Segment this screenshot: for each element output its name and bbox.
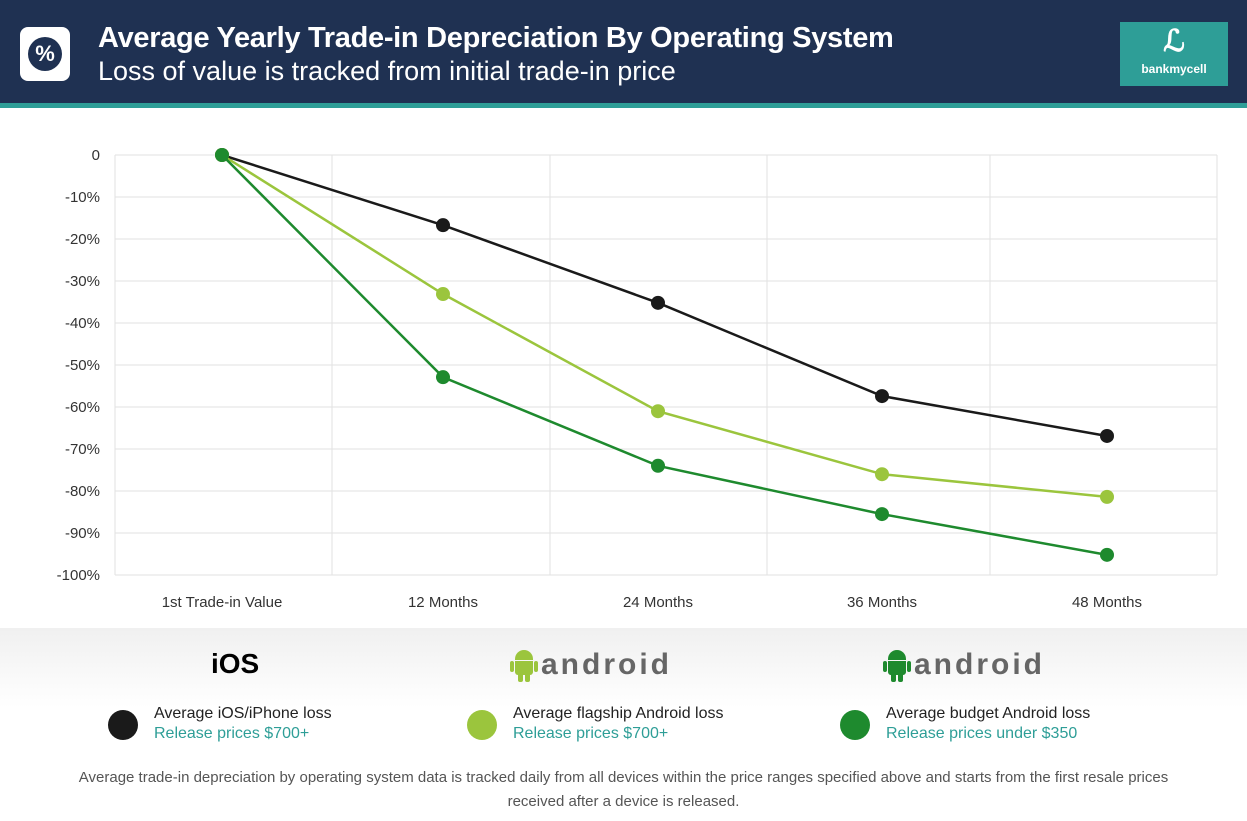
y-tick-label: -30% bbox=[65, 273, 100, 290]
legend-ios: Average iOS/iPhone loss Release prices $7… bbox=[108, 705, 332, 743]
percent-icon: % bbox=[20, 27, 70, 81]
footnote: Average trade-in depreciation by operati… bbox=[78, 769, 1169, 810]
data-point bbox=[436, 370, 450, 385]
legend-flagship-android: Average flagship Android loss Release pri… bbox=[467, 705, 724, 743]
data-point bbox=[875, 467, 889, 482]
data-point bbox=[651, 404, 665, 419]
x-tick-label: 24 Months bbox=[623, 594, 693, 611]
chart-title: Average Yearly Trade-in Depreciation By … bbox=[98, 22, 894, 54]
data-point bbox=[436, 218, 450, 233]
line-chart: 0 -10% -20% -30% -40% -50% -60% -70% -80% -90% -10… bbox=[57, 147, 1218, 611]
series-line bbox=[221, 153, 1108, 499]
legend-budget-android: Average budget Android loss Release price… bbox=[840, 705, 1090, 743]
data-point bbox=[651, 295, 665, 310]
data-point bbox=[436, 287, 450, 302]
os-ios: iOS bbox=[211, 648, 260, 679]
y-tick-label: -100% bbox=[57, 567, 100, 584]
data-point bbox=[1100, 428, 1114, 443]
y-tick-label: -60% bbox=[65, 399, 100, 416]
y-tick-label: 0 bbox=[92, 147, 100, 164]
data-point bbox=[875, 389, 889, 404]
y-tick-label: -10% bbox=[65, 189, 100, 206]
android-icon bbox=[883, 648, 911, 682]
data-point bbox=[1100, 489, 1114, 504]
os-android-flagship: android bbox=[510, 648, 672, 682]
y-tick-label: -80% bbox=[65, 483, 100, 500]
data-point bbox=[215, 148, 229, 162]
legend-band bbox=[0, 628, 1247, 708]
header-stripe bbox=[0, 103, 1247, 108]
android-icon bbox=[510, 648, 538, 682]
x-tick-label: 36 Months bbox=[847, 594, 917, 611]
x-tick-label: 1st Trade-in Value bbox=[162, 594, 283, 611]
series-line bbox=[221, 154, 1108, 557]
y-tick-label: -50% bbox=[65, 357, 100, 374]
y-tick-label: -20% bbox=[65, 231, 100, 248]
os-android-budget: android bbox=[883, 648, 1045, 682]
y-tick-label: -40% bbox=[65, 315, 100, 332]
header bbox=[0, 0, 1247, 103]
x-tick-label: 48 Months bbox=[1072, 594, 1142, 611]
x-tick-label: 12 Months bbox=[408, 594, 478, 611]
data-point bbox=[1100, 547, 1114, 562]
data-point bbox=[651, 458, 665, 473]
data-point bbox=[875, 507, 889, 522]
y-tick-label: -70% bbox=[65, 441, 100, 458]
chart-subtitle: Loss of value is tracked from initial tr… bbox=[98, 56, 676, 86]
y-tick-label: -90% bbox=[65, 525, 100, 542]
